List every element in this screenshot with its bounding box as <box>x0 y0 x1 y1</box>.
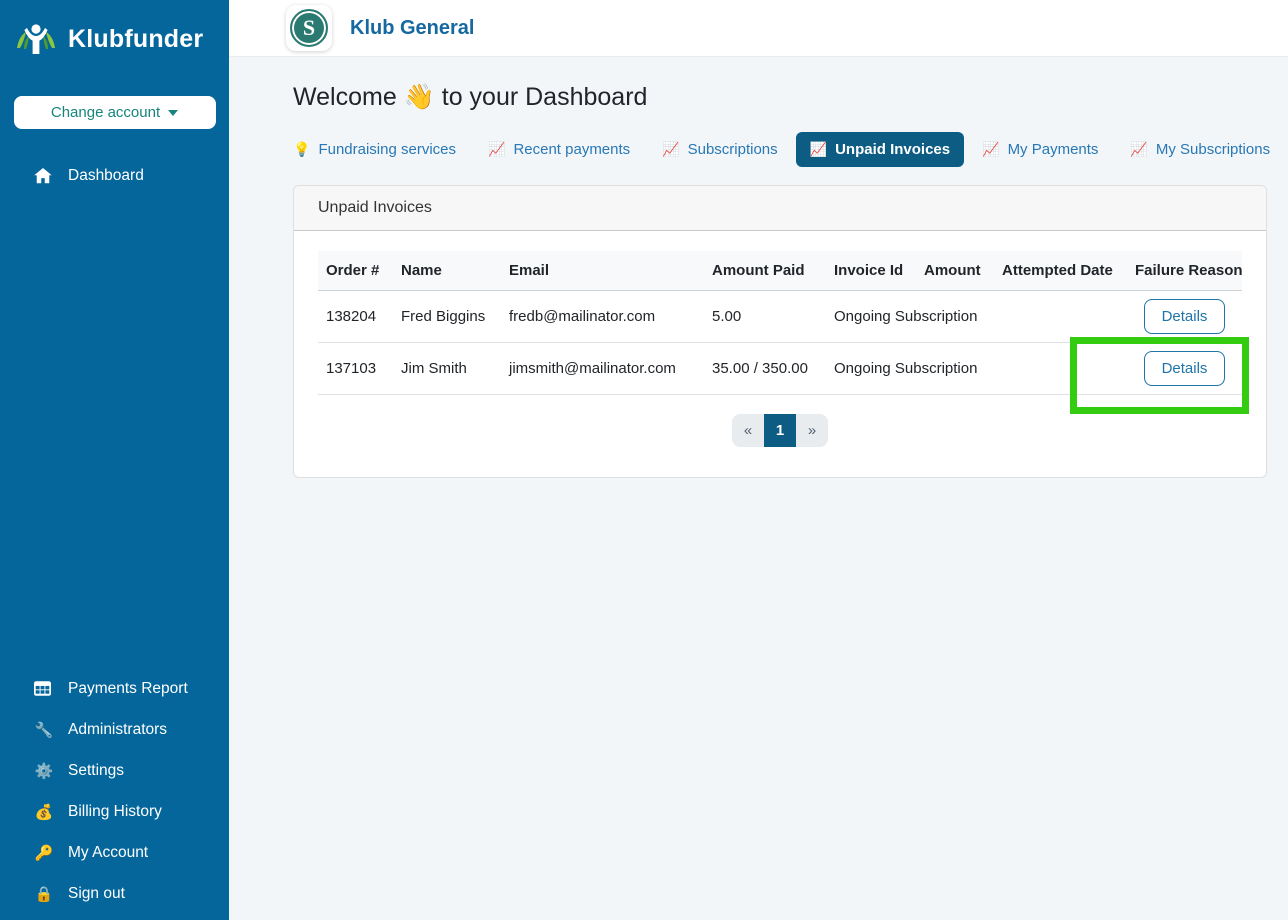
sidebar-item-payments-report[interactable]: Payments Report <box>0 668 229 709</box>
key-icon: 🔑 <box>34 844 54 862</box>
sidebar-item-billing-history[interactable]: 💰 Billing History <box>0 791 229 832</box>
card-body: Order # Name Email Amount Paid Invoice I… <box>294 231 1266 477</box>
club-logo-letter: S <box>290 9 328 47</box>
tab-unpaid-invoices[interactable]: 📈 Unpaid Invoices <box>795 132 965 167</box>
chart-increasing-icon: 📈 <box>488 141 506 157</box>
tab-label: Subscriptions <box>687 141 778 158</box>
pagination-next-button[interactable]: » <box>796 414 828 447</box>
club-name[interactable]: Klub General <box>350 16 475 39</box>
table-row: 137103 Jim Smith jimsmith@mailinator.com… <box>318 342 1242 395</box>
sidebar-item-my-account[interactable]: 🔑 My Account <box>0 832 229 873</box>
tab-label: Recent payments <box>513 141 631 158</box>
column-header-email: Email <box>501 251 704 291</box>
cell-amount <box>916 342 994 395</box>
change-account-label: Change account <box>50 104 161 121</box>
chart-increasing-icon: 📈 <box>662 141 680 157</box>
chart-increasing-icon: 📈 <box>1130 141 1148 157</box>
cell-name: Jim Smith <box>393 342 501 395</box>
tab-subscriptions[interactable]: 📈 Subscriptions <box>648 132 791 167</box>
cell-invoice-id: Ongoing Subscription <box>826 290 977 343</box>
gear-icon: ⚙️ <box>34 762 54 780</box>
pagination: « 1 » <box>318 414 1242 447</box>
cell-attempted-date <box>994 342 1127 395</box>
sidebar-item-label: Settings <box>68 761 125 779</box>
home-icon <box>34 168 54 184</box>
tab-my-payments[interactable]: 📈 My Payments <box>968 132 1112 167</box>
cell-amount <box>916 290 994 343</box>
main-content: Welcome 👋 to your Dashboard 💡 Fundraisin… <box>229 57 1288 920</box>
cell-invoice-id: Ongoing Subscription <box>826 342 977 395</box>
pagination-page-1[interactable]: 1 <box>764 414 796 447</box>
pagination-prev-button[interactable]: « <box>732 414 764 447</box>
money-bag-icon: 💰 <box>34 803 54 821</box>
tab-fundraising-services[interactable]: 💡 Fundraising services <box>279 132 470 167</box>
tab-label: My Subscriptions <box>1155 141 1271 158</box>
lock-icon: 🔒 <box>34 885 54 903</box>
unpaid-invoices-table: Order # Name Email Amount Paid Invoice I… <box>318 251 1243 395</box>
klubfunder-logo-icon <box>14 22 58 56</box>
sidebar-item-label: Payments Report <box>68 679 188 697</box>
cell-amount-paid: 35.00 / 350.00 <box>704 342 826 395</box>
page-title: Welcome 👋 to your Dashboard <box>293 83 648 111</box>
cell-email: jimsmith@mailinator.com <box>501 342 704 395</box>
column-header-invoice-id: Invoice Id <box>826 251 916 291</box>
sidebar-item-dashboard[interactable]: Dashboard <box>0 155 229 197</box>
brand-name: Klubfunder <box>68 24 204 53</box>
cell-order: 137103 <box>318 342 393 395</box>
club-logo[interactable]: S <box>286 5 332 51</box>
column-header-amount: Amount <box>916 251 994 291</box>
sidebar: Klubfunder Change account Dashboard <box>0 0 229 920</box>
column-header-name: Name <box>393 251 501 291</box>
column-header-order: Order # <box>318 251 393 291</box>
sidebar-item-label: Dashboard <box>68 167 144 184</box>
sidebar-item-label: Sign out <box>68 884 125 902</box>
cell-name: Fred Biggins <box>393 290 501 343</box>
chevron-down-icon <box>168 109 179 116</box>
cell-order: 138204 <box>318 290 393 343</box>
column-header-amount-paid: Amount Paid <box>704 251 826 291</box>
table-row: 138204 Fred Biggins fredb@mailinator.com… <box>318 290 1242 343</box>
sidebar-item-sign-out[interactable]: 🔒 Sign out <box>0 873 229 914</box>
chart-increasing-icon: 📈 <box>982 141 1000 157</box>
sidebar-item-settings[interactable]: ⚙️ Settings <box>0 750 229 791</box>
sidebar-item-administrators[interactable]: 🔧 Administrators <box>0 709 229 750</box>
tab-label: Unpaid Invoices <box>835 141 951 158</box>
details-button[interactable]: Details <box>1143 351 1226 386</box>
details-button[interactable]: Details <box>1143 299 1226 334</box>
cell-attempted-date <box>994 290 1127 343</box>
tab-recent-payments[interactable]: 📈 Recent payments <box>474 132 644 167</box>
wrench-icon: 🔧 <box>34 721 54 739</box>
cell-amount-paid: 5.00 <box>704 290 826 343</box>
tab-my-subscriptions[interactable]: 📈 My Subscriptions <box>1116 132 1284 167</box>
column-header-failure-reason: Failure Reason <box>1127 251 1243 291</box>
table-header-row: Order # Name Email Amount Paid Invoice I… <box>318 251 1243 291</box>
sidebar-item-label: Administrators <box>68 720 168 738</box>
sidebar-item-label: Billing History <box>68 802 162 820</box>
sidebar-item-label: My Account <box>68 843 149 861</box>
unpaid-invoices-card: Unpaid Invoices Order # Name Email Amoun… <box>293 185 1267 478</box>
card-title: Unpaid Invoices <box>294 186 1266 231</box>
tab-bar: 💡 Fundraising services 📈 Recent payments… <box>279 132 1288 167</box>
table-icon <box>34 681 54 696</box>
tab-label: My Payments <box>1007 141 1099 158</box>
tab-label: Fundraising services <box>318 141 456 158</box>
sidebar-bottom-group: Payments Report 🔧 Administrators ⚙️ Sett… <box>0 668 229 914</box>
cell-email: fredb@mailinator.com <box>501 290 704 343</box>
column-header-attempted-date: Attempted Date <box>994 251 1127 291</box>
change-account-button[interactable]: Change account <box>13 96 216 129</box>
brand: Klubfunder <box>0 0 229 56</box>
chart-increasing-icon: 📈 <box>809 141 828 157</box>
topbar: S Klub General <box>229 0 1288 57</box>
lightbulb-icon: 💡 <box>293 141 311 157</box>
